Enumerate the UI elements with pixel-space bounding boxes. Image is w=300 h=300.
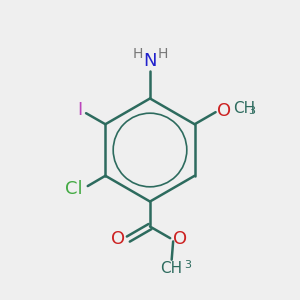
Text: CH: CH [160,261,183,276]
Text: O: O [111,230,125,248]
Text: I: I [77,101,82,119]
Text: O: O [172,230,187,248]
Text: H: H [132,47,143,61]
Text: 3: 3 [184,260,191,270]
Text: O: O [217,102,231,120]
Text: H: H [157,47,168,61]
Text: 3: 3 [249,106,256,116]
Text: CH: CH [233,101,255,116]
Text: Cl: Cl [65,180,82,198]
Text: N: N [143,52,157,70]
